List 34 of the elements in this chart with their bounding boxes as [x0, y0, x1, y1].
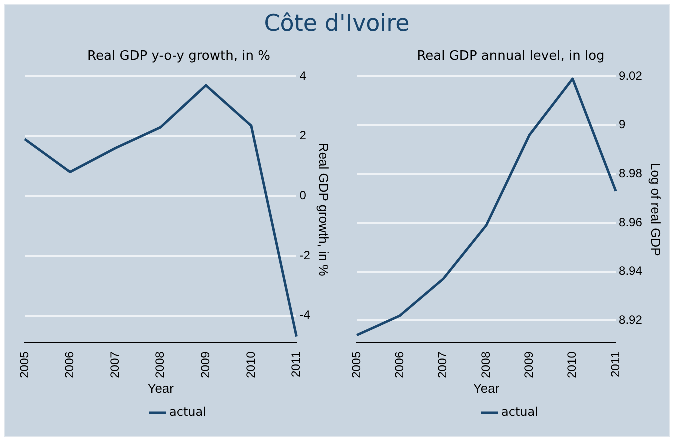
x-tick-label: 2010: [565, 351, 580, 378]
x-tick-label: 2007: [436, 351, 450, 378]
y-tick-label: 8.98: [619, 166, 643, 181]
x-axis-title: Year: [148, 380, 175, 396]
y-tick-label: 2: [300, 128, 307, 143]
chart-title: Côte d'Ivoire: [263, 11, 411, 37]
x-tick-label: 2005: [17, 351, 32, 378]
x-tick-label: 2008: [478, 351, 493, 378]
y-tick-label: 9: [619, 118, 626, 132]
x-axis-title: Year: [473, 380, 500, 396]
legend-label: actual: [170, 405, 206, 420]
y-tick-label: -4: [300, 308, 311, 322]
y-tick-label: 0: [300, 188, 307, 203]
x-tick-label: 2006: [62, 351, 77, 378]
x-tick-label: 2005: [349, 351, 364, 378]
y-axis-title: Log of real GDP: [648, 163, 664, 256]
x-tick-label: 2011: [608, 351, 622, 378]
x-tick-label: 2009: [198, 351, 212, 378]
x-tick-label: 2010: [244, 351, 258, 378]
y-axis-title: Real GDP growth, in %: [316, 142, 332, 277]
chart-subtitle: Real GDP y-o-y growth, in %: [88, 49, 270, 64]
y-tick-label: 9.02: [619, 68, 643, 83]
x-tick-label: 2008: [153, 351, 168, 378]
x-tick-label: 2007: [108, 351, 122, 378]
legend-label: actual: [502, 405, 538, 420]
x-tick-label: 2011: [289, 351, 304, 378]
y-tick-label: 8.96: [619, 215, 643, 230]
x-tick-label: 2006: [392, 351, 406, 378]
x-tick-label: 2009: [522, 351, 536, 378]
y-tick-label: 8.94: [619, 264, 643, 278]
y-tick-label: -2: [300, 248, 311, 262]
y-tick-label: 8.92: [619, 313, 643, 328]
y-tick-label: 4: [300, 68, 307, 83]
chart-subtitle: Real GDP annual level, in log: [417, 49, 605, 64]
